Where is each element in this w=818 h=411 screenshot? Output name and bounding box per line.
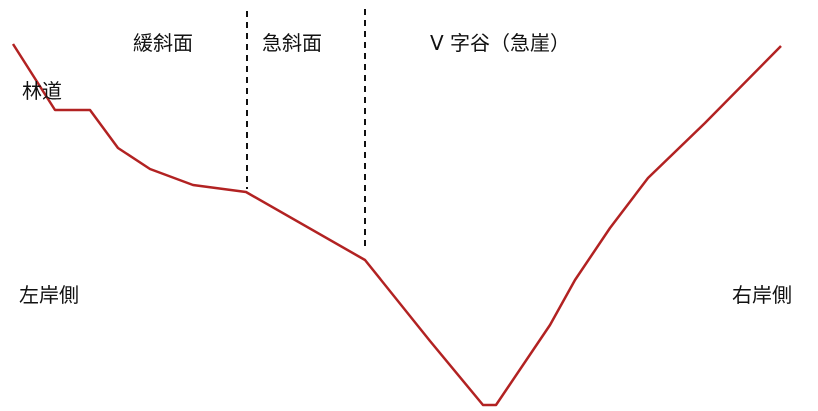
gentle-slope-label: 緩斜面 [133, 31, 193, 55]
left-bank-label: 左岸側 [19, 283, 79, 307]
steep-slope-label: 急斜面 [262, 31, 322, 55]
right-bank-label: 右岸側 [732, 283, 792, 307]
v-valley-label: V 字谷（急崖） [430, 31, 571, 55]
terrain-profile-line [11, 43, 782, 407]
forest-road-label: 林道 [22, 79, 62, 103]
